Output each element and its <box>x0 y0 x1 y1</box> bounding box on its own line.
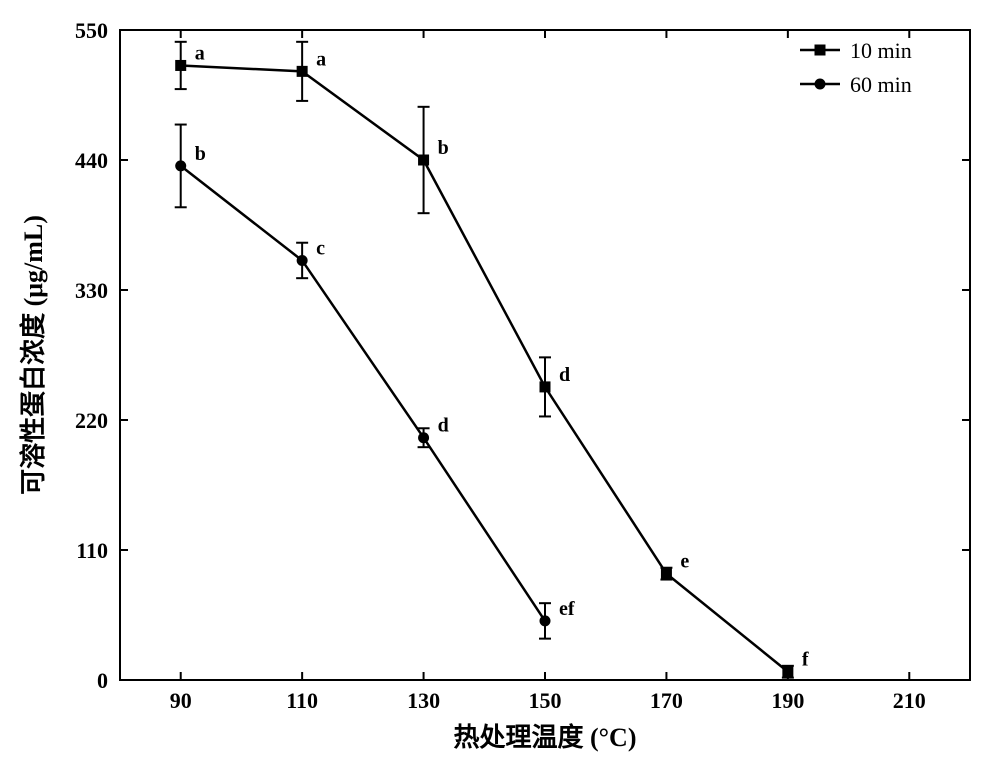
svg-text:170: 170 <box>650 688 683 713</box>
svg-text:a: a <box>195 42 205 64</box>
svg-text:90: 90 <box>170 688 192 713</box>
svg-text:a: a <box>316 48 326 70</box>
line-chart: 90 110 130 150 170 190 210 0 110 220 330 440 550 热处理温… <box>0 0 1000 764</box>
svg-text:220: 220 <box>75 408 108 433</box>
svg-text:190: 190 <box>771 688 804 713</box>
svg-text:d: d <box>438 415 449 437</box>
svg-text:b: b <box>438 137 449 159</box>
svg-text:f: f <box>802 649 809 671</box>
svg-text:ef: ef <box>559 598 575 620</box>
svg-text:d: d <box>559 364 570 386</box>
svg-text:130: 130 <box>407 688 440 713</box>
svg-text:330: 330 <box>75 278 108 303</box>
svg-text:440: 440 <box>75 148 108 173</box>
chart-container: 90 110 130 150 170 190 210 0 110 220 330 440 550 热处理温… <box>0 0 1000 764</box>
svg-text:550: 550 <box>75 18 108 43</box>
svg-text:b: b <box>195 143 206 165</box>
svg-text:c: c <box>316 237 325 259</box>
svg-text:110: 110 <box>286 688 318 713</box>
svg-text:60 min: 60 min <box>850 72 912 97</box>
svg-text:10 min: 10 min <box>850 38 912 63</box>
svg-text:110: 110 <box>76 538 108 563</box>
svg-text:210: 210 <box>893 688 926 713</box>
svg-text:0: 0 <box>97 668 108 693</box>
svg-text:可溶性蛋白浓度 (μg/mL): 可溶性蛋白浓度 (μg/mL) <box>18 215 48 495</box>
svg-text:e: e <box>680 551 689 573</box>
svg-text:热处理温度 (°C): 热处理温度 (°C) <box>454 722 637 752</box>
svg-text:150: 150 <box>529 688 562 713</box>
